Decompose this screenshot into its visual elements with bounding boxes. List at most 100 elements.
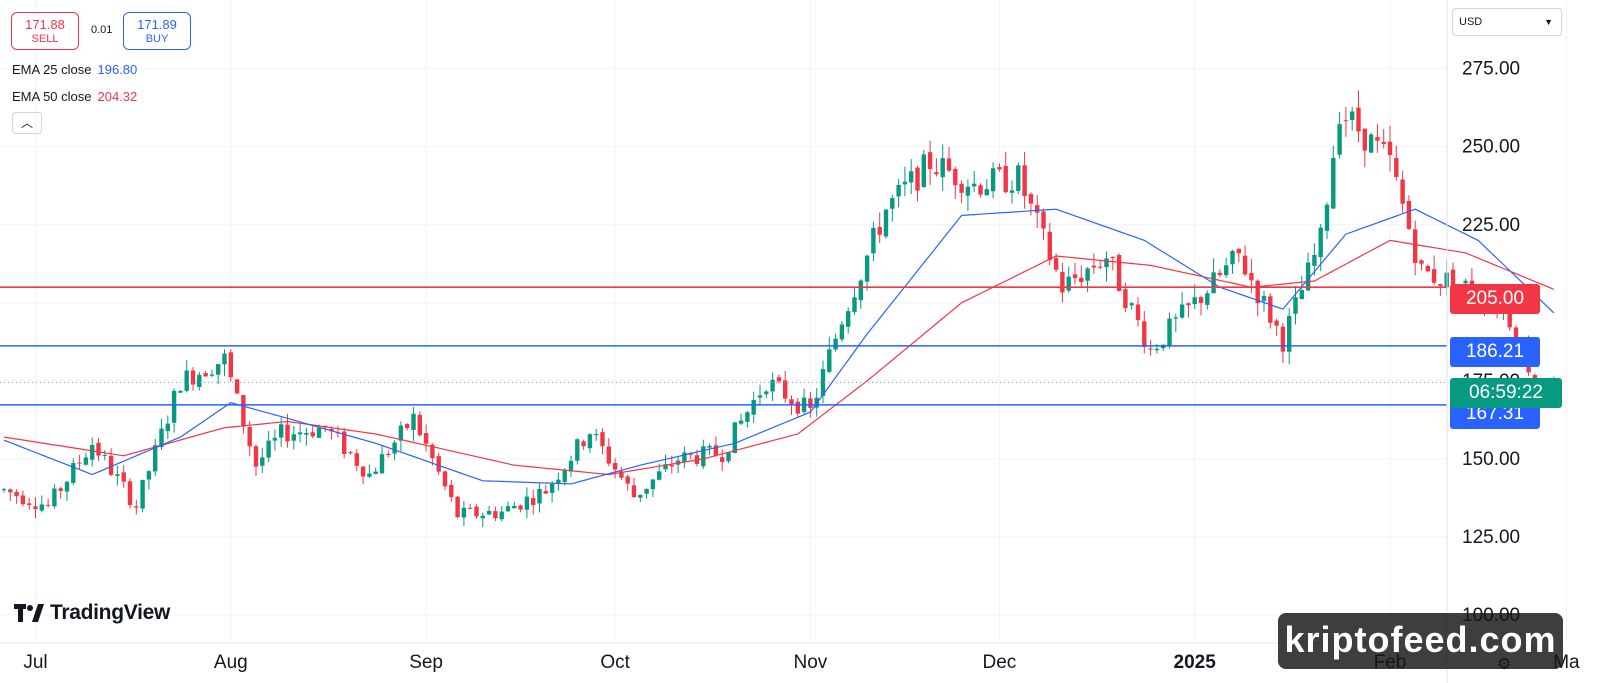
- candle-body: [776, 377, 782, 382]
- buy-button[interactable]: 171.89 BUY: [123, 12, 191, 50]
- candle-body: [121, 472, 126, 482]
- candle-body: [990, 168, 996, 192]
- candle-body: [953, 168, 958, 186]
- candle-body: [820, 369, 826, 396]
- candle-body: [115, 474, 120, 476]
- candle-body: [108, 455, 114, 475]
- candle-body: [650, 479, 656, 490]
- candle-body: [1066, 276, 1071, 291]
- candle-body: [909, 171, 914, 183]
- candle-body: [770, 379, 775, 392]
- candle-body: [606, 446, 611, 464]
- candle-body: [1072, 274, 1078, 279]
- candle-body: [279, 424, 284, 438]
- candle-body: [543, 491, 548, 494]
- candle-body: [1268, 296, 1273, 323]
- candle-body: [1362, 128, 1367, 151]
- spread-value: 0.01: [91, 24, 113, 36]
- candle-body: [260, 457, 265, 466]
- candle-body: [253, 446, 259, 467]
- legend-ema25[interactable]: EMA 25 close 196.80: [12, 62, 137, 77]
- candle-body: [178, 390, 183, 393]
- candle-body: [461, 507, 467, 518]
- candle-body: [638, 494, 643, 498]
- candle-body: [858, 280, 863, 301]
- candle-body: [386, 454, 391, 456]
- candle-body: [921, 154, 926, 187]
- candle-body: [1293, 297, 1298, 314]
- candle-body: [946, 158, 952, 171]
- candle-body: [1205, 293, 1210, 305]
- legend-ema50[interactable]: EMA 50 close 204.32: [12, 89, 137, 104]
- candle-body: [165, 423, 170, 432]
- candle-body: [14, 491, 19, 497]
- candle-body: [83, 457, 89, 465]
- candle-body: [329, 428, 334, 432]
- candle-body: [984, 189, 989, 196]
- candle-body: [1135, 304, 1141, 321]
- candle-body: [430, 444, 435, 459]
- candle-body: [1387, 141, 1393, 156]
- candle-body: [474, 506, 479, 517]
- sell-button[interactable]: 171.88 SELL: [11, 12, 79, 50]
- candle-body: [965, 186, 971, 196]
- candle-body: [587, 434, 593, 449]
- currency-value: USD: [1459, 16, 1483, 28]
- candle-body: [1274, 320, 1279, 326]
- candle-body: [33, 506, 38, 509]
- horizontal-lines: [0, 286, 1447, 406]
- candle-body: [556, 479, 561, 484]
- candle-body: [159, 428, 164, 448]
- tradingview-logo[interactable]: TradingView: [14, 600, 170, 626]
- candle-body: [197, 374, 202, 387]
- candle-body: [1116, 254, 1122, 292]
- candle-body: [1312, 254, 1317, 266]
- candle-body: [512, 505, 517, 509]
- candle-body: [285, 424, 290, 442]
- candle-body: [367, 473, 372, 477]
- candle-body: [726, 451, 731, 462]
- candle-body: [190, 370, 196, 385]
- candle-body: [77, 462, 82, 464]
- candle-body: [619, 471, 624, 478]
- candle-body: [978, 185, 983, 195]
- candle-body: [1406, 200, 1412, 229]
- candle-body: [8, 489, 13, 493]
- support-low-price-label: 167.31: [1465, 403, 1525, 424]
- resistance-price-tag: 205.00: [1450, 284, 1540, 314]
- candle-body: [222, 353, 227, 365]
- tradingview-logo-icon: [14, 604, 44, 622]
- candle-body: [1192, 297, 1197, 305]
- logo-text: TradingView: [50, 601, 171, 624]
- candle-body: [1022, 165, 1027, 197]
- candle-body: [1091, 265, 1097, 268]
- gear-icon[interactable]: ⚙: [1497, 656, 1512, 673]
- candle-body: [669, 465, 674, 467]
- candle-body: [644, 488, 649, 494]
- candle-body: [241, 395, 246, 427]
- candle-body: [1507, 301, 1512, 328]
- candle-body: [1009, 190, 1015, 193]
- currency-select[interactable]: USD ▼: [1452, 8, 1562, 36]
- candle-body: [1148, 348, 1153, 350]
- candle-body: [1129, 303, 1134, 306]
- legend-ema25-name: EMA 25 close: [12, 62, 92, 77]
- candle-body: [52, 488, 57, 507]
- legend-collapse-button[interactable]: ︿: [12, 112, 42, 134]
- candle-body: [852, 297, 857, 313]
- price-tick-label: 275.00: [1462, 59, 1520, 80]
- candle-body: [1381, 141, 1386, 144]
- chevron-down-icon: ▼: [1544, 17, 1553, 27]
- candle-body: [1318, 227, 1323, 258]
- candle-body: [720, 457, 725, 462]
- candle-body: [216, 364, 221, 375]
- resistance-price-label: 205.00: [1465, 288, 1525, 309]
- time-tick-label: Oct: [600, 652, 630, 673]
- candle-body: [1217, 272, 1223, 275]
- candle-body: [518, 505, 523, 510]
- time-tick-label: Jul: [23, 652, 47, 673]
- candle-body: [701, 446, 706, 467]
- candle-body: [348, 452, 353, 454]
- candle-body: [272, 437, 278, 441]
